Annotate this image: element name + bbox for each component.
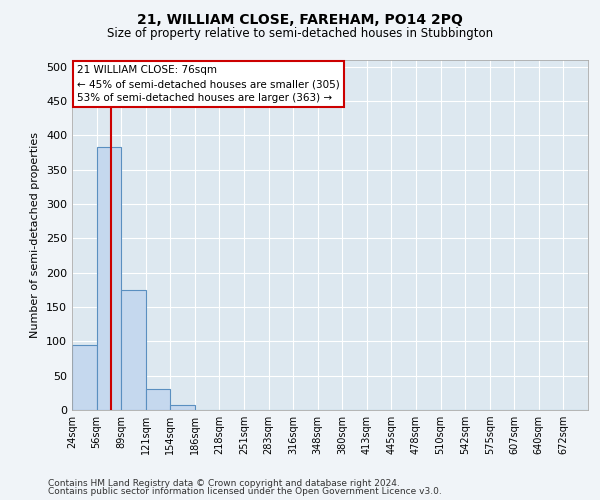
Bar xyxy=(121,290,146,410)
Bar xyxy=(72,345,97,410)
Y-axis label: Number of semi-detached properties: Number of semi-detached properties xyxy=(31,132,40,338)
Text: Contains HM Land Registry data © Crown copyright and database right 2024.: Contains HM Land Registry data © Crown c… xyxy=(48,478,400,488)
Bar xyxy=(97,147,121,410)
Text: 21 WILLIAM CLOSE: 76sqm
← 45% of semi-detached houses are smaller (305)
53% of s: 21 WILLIAM CLOSE: 76sqm ← 45% of semi-de… xyxy=(77,66,340,104)
Text: Contains public sector information licensed under the Open Government Licence v3: Contains public sector information licen… xyxy=(48,487,442,496)
Text: 21, WILLIAM CLOSE, FAREHAM, PO14 2PQ: 21, WILLIAM CLOSE, FAREHAM, PO14 2PQ xyxy=(137,12,463,26)
Bar xyxy=(146,390,170,410)
Bar xyxy=(170,404,195,410)
Text: Size of property relative to semi-detached houses in Stubbington: Size of property relative to semi-detach… xyxy=(107,28,493,40)
